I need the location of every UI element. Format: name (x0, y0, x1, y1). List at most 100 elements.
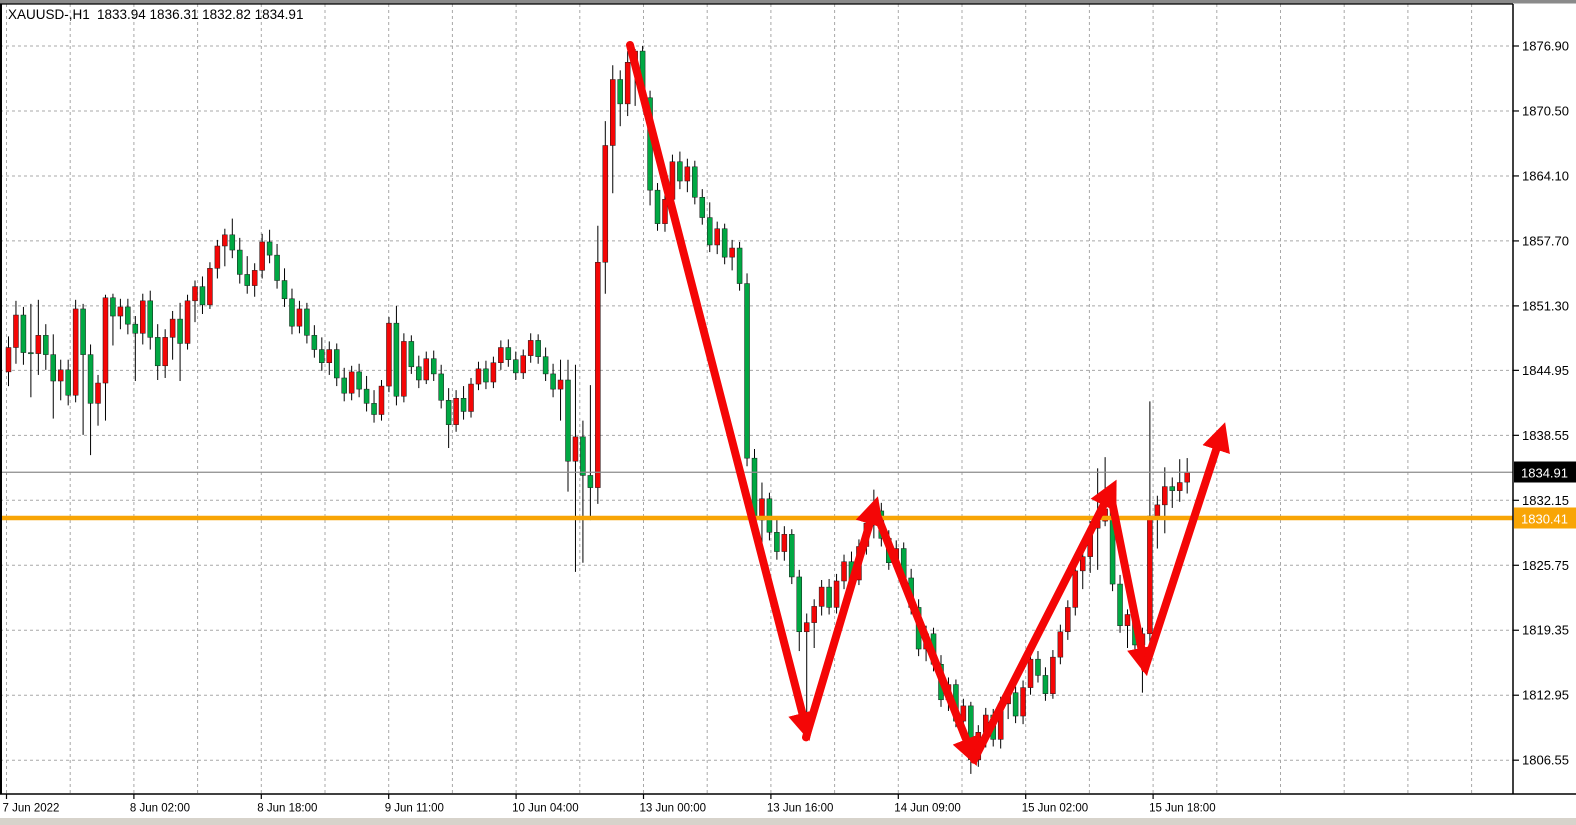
candle-bear (311, 325, 318, 358)
candle-body (72, 308, 79, 396)
candle-body (460, 398, 467, 412)
candle-body (624, 61, 631, 105)
candle-bull (35, 299, 42, 375)
candle-bull (818, 579, 825, 616)
candle-bull (326, 341, 333, 375)
candle-body (140, 300, 146, 334)
price-tick-label: 1851.30 (1522, 298, 1569, 313)
candle-bear (244, 256, 250, 294)
candle-bull (1065, 600, 1071, 640)
candle-body (184, 300, 191, 344)
candlestick-series (5, 46, 1190, 774)
candle-body (960, 705, 967, 722)
candle-bull (602, 121, 609, 294)
candle-bull (1124, 609, 1131, 649)
candle-body (95, 382, 101, 404)
candle-body (110, 297, 116, 317)
candle-bear (505, 339, 512, 367)
candle-bear (80, 303, 86, 435)
candle-body (520, 355, 526, 374)
trend-arrow[interactable] (970, 479, 1117, 764)
candle-body (595, 261, 601, 488)
candle-body (1162, 486, 1168, 506)
candle-bear (333, 343, 340, 387)
candle-bear (744, 273, 750, 467)
candle-bear (237, 237, 243, 284)
price-tick-label: 1876.90 (1522, 39, 1569, 54)
candle-body (1154, 504, 1161, 517)
candle-body (1057, 631, 1064, 658)
price-axis-labels[interactable]: 1876.90 1870.50 1864.10 1857.70 1851.30 1844.… (1513, 39, 1569, 768)
candle-bear (356, 363, 362, 398)
candle-body (535, 340, 541, 357)
time-tick-label: 9 Jun 11:00 (385, 803, 444, 815)
time-tick-label: 10 Jun 04:00 (512, 803, 579, 815)
candle-body (1065, 607, 1071, 633)
candle-bear (266, 229, 273, 264)
candle-bull (833, 573, 840, 614)
candle-body (132, 323, 139, 334)
candle-bear (408, 335, 415, 374)
candle-body (348, 371, 355, 394)
candle-body (274, 254, 280, 281)
candle-bear (274, 243, 280, 289)
candle-bear (677, 151, 683, 190)
trend-arrow[interactable] (802, 496, 884, 742)
candle-bull (214, 239, 221, 279)
price-tick-label: 1812.95 (1522, 688, 1569, 703)
window-top-strip (0, 0, 1576, 4)
candle-body (803, 622, 810, 633)
candle-body (1072, 570, 1079, 608)
candle-body (1147, 515, 1153, 635)
candle-body (20, 314, 27, 353)
candle-bear (721, 223, 728, 265)
candle-body (1079, 556, 1086, 572)
candle-body (65, 369, 71, 396)
price-tick-label: 1838.55 (1522, 428, 1569, 443)
candle-body (580, 436, 586, 476)
trend-arrow[interactable] (871, 505, 980, 767)
candle-body (572, 436, 579, 462)
time-tick-label: 7 Jun 2022 (3, 803, 60, 815)
candle-bear (789, 529, 795, 585)
trend-arrow[interactable] (1106, 487, 1156, 677)
candle-bull (140, 293, 146, 345)
candle-body (147, 300, 153, 338)
candle-bear (550, 363, 556, 398)
candle-body (192, 286, 198, 302)
price-tick-label: 1864.10 (1522, 168, 1569, 183)
trend-arrows-annotation[interactable] (626, 40, 1230, 767)
candle-body (438, 373, 444, 401)
candle-bull (475, 361, 482, 391)
candle-bear (28, 303, 34, 398)
candle-body (706, 217, 713, 246)
candle-bull (348, 365, 355, 401)
candle-bull (684, 158, 691, 193)
candle-bear (1035, 651, 1041, 683)
candle-bull (95, 374, 101, 426)
candle-bull (572, 364, 579, 572)
candle-bull (162, 329, 168, 378)
candle-bull (520, 349, 526, 379)
candle-body (774, 532, 780, 552)
candle-bear (154, 324, 161, 381)
trend-arrow[interactable] (1141, 422, 1230, 673)
candle-body (154, 337, 161, 367)
candle-bear (565, 359, 571, 492)
candle-body (169, 318, 176, 338)
candle-bear (692, 160, 698, 205)
candle-body (1042, 675, 1049, 694)
candle-body (766, 498, 773, 533)
trend-arrow[interactable] (626, 40, 817, 742)
candle-bull (1079, 549, 1086, 590)
candle-bull (57, 359, 64, 401)
candle-body (1169, 486, 1176, 491)
candle-body (602, 145, 609, 263)
candle-bear (1012, 686, 1019, 724)
candle-body (498, 347, 504, 363)
time-axis-labels[interactable]: 7 Jun 2022 8 Jun 02:00 8 Jun 18:00 9 Jun 11… (3, 794, 1216, 815)
time-tick-label: 13 Jun 16:00 (767, 803, 834, 815)
candle-bear (371, 390, 377, 423)
